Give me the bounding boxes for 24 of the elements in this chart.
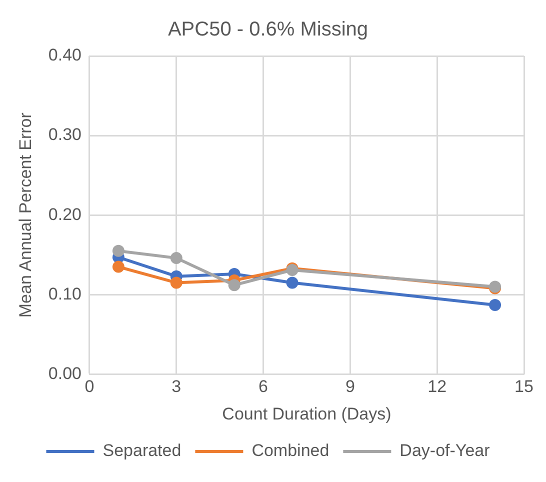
point	[112, 244, 124, 257]
x-tick-label: 9	[345, 377, 355, 396]
point	[228, 279, 240, 292]
y-tick-label: 0.10	[48, 284, 82, 304]
y-tick-label: 0.20	[48, 204, 82, 224]
chart-title: APC50 - 0.6% Missing	[168, 18, 368, 41]
point	[112, 260, 124, 273]
point	[286, 276, 298, 289]
x-tick-label: 6	[258, 377, 268, 396]
x-tick-label: 0	[84, 377, 94, 396]
legend-label: Combined	[252, 441, 330, 460]
point	[170, 252, 182, 264]
point	[489, 298, 502, 311]
x-tick-label: 12	[428, 377, 447, 396]
y-tick-label: 0.40	[48, 46, 82, 65]
legend-label: Separated	[102, 441, 182, 460]
point	[170, 276, 182, 289]
x-tick-label: 15	[514, 377, 534, 396]
x-axis-title: Count Duration (Days)	[222, 404, 392, 424]
legend-label: Day-of-Year	[400, 441, 490, 460]
y-axis-title: Mean Annual Percent Error	[16, 112, 35, 318]
y-tick-label: 0.30	[48, 125, 82, 144]
x-tick-label: 3	[172, 377, 182, 396]
y-tick-label: 0.00	[48, 364, 82, 383]
